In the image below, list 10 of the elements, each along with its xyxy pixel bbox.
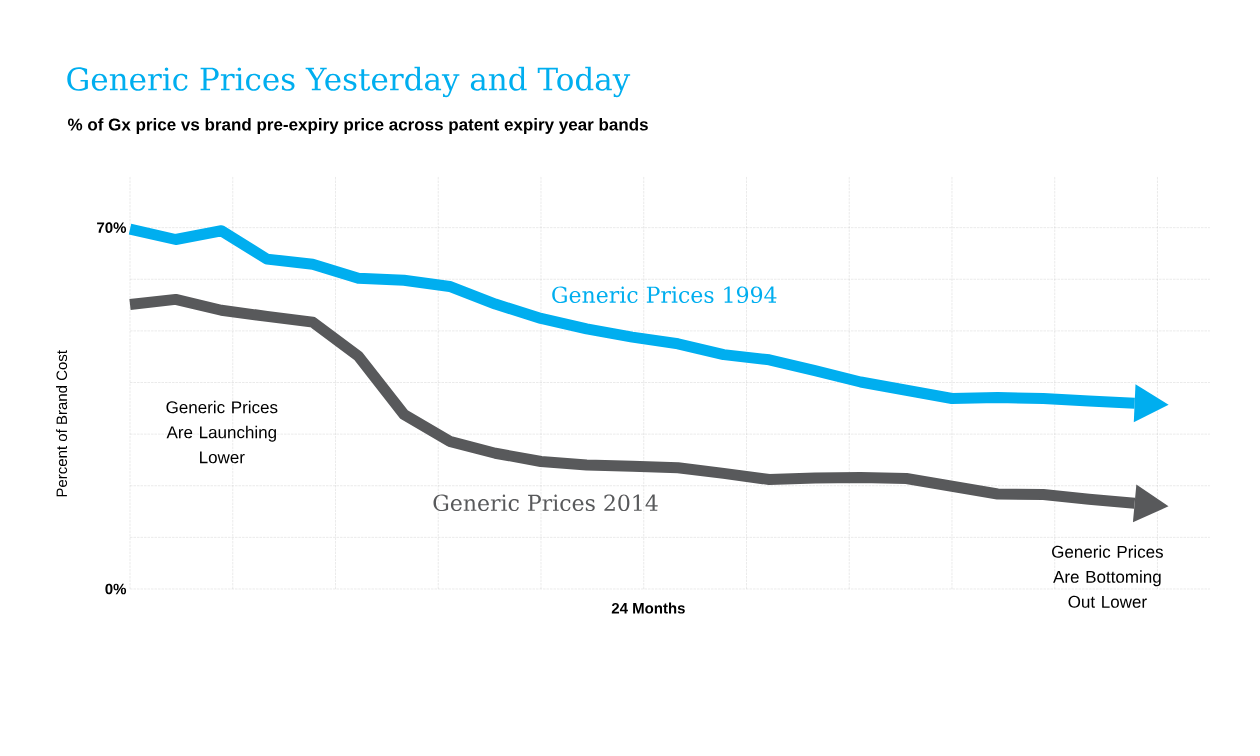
series-label: Generic Prices 2014 [433, 494, 658, 512]
series-label: Generic Prices 1994 [552, 286, 777, 304]
y-axis-title: Percent of Brand Cost [56, 350, 68, 497]
annotation: Generic Prices Are Bottoming Out Lower [1052, 545, 1163, 608]
annotation: Generic Prices Are Launching Lower [166, 400, 278, 464]
x-axis-title: 24 Months [611, 602, 685, 614]
y-tick-label: 70% [97, 222, 127, 233]
chart-title: Generic Prices Yesterday and Today [67, 66, 631, 98]
chart-subtitle: % of Gx price vs brand pre-expiry price across patent expiry year bands [67, 118, 648, 134]
y-tick-label: 0% [105, 583, 127, 595]
